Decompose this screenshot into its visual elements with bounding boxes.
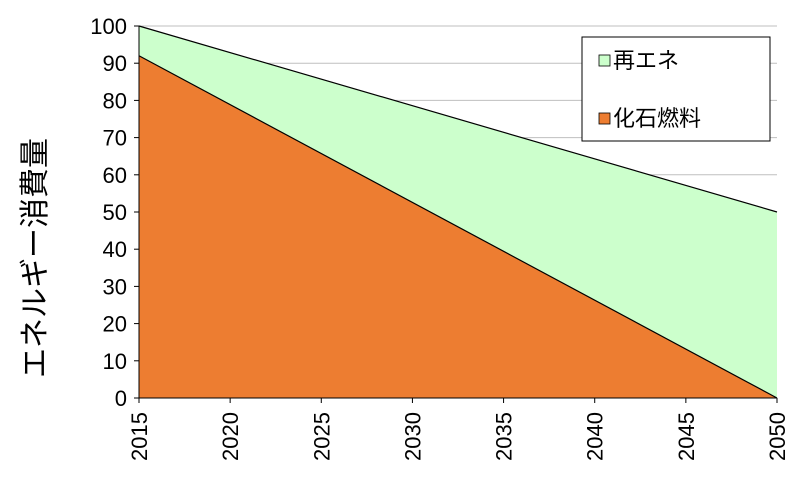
x-tick-label-2030: 2030: [400, 412, 425, 461]
x-tick-label-2025: 2025: [309, 412, 334, 461]
x-tick-label-2045: 2045: [674, 412, 699, 461]
y-tick-label-10: 10: [103, 349, 127, 374]
x-tick-label-2050: 2050: [765, 412, 790, 461]
area-renewable: [139, 26, 777, 398]
legend-label-renewable: 再エネ: [613, 49, 679, 74]
legend-swatch-fossil-fuel: [598, 112, 611, 125]
y-tick-label-70: 70: [103, 126, 127, 151]
legend: 再エネ 化石燃料: [581, 36, 771, 142]
x-tick-label-2040: 2040: [583, 412, 608, 461]
y-tick-label-90: 90: [103, 51, 127, 76]
legend-label-fossil-fuel: 化石燃料: [613, 107, 701, 132]
line-fossil-fuel: [138, 55, 778, 399]
y-tick-label-100: 100: [90, 14, 127, 39]
y-tick-label-30: 30: [103, 274, 127, 299]
y-tick-label-50: 50: [103, 200, 127, 225]
line-total: [138, 25, 778, 213]
x-tick-labels: 2015 2020 2025 2030 2035 2040 2045 2050: [127, 398, 790, 461]
y-tick-label-80: 80: [103, 88, 127, 113]
x-tick-label-2020: 2020: [218, 412, 243, 461]
x-tick-label-2035: 2035: [492, 412, 517, 461]
y-tick-labels: 0 10 20 30 40 50 60 70 80 90 100: [90, 14, 139, 411]
y-tick-label-0: 0: [115, 386, 127, 411]
area-series: [138, 25, 778, 399]
x-tick-label-2015: 2015: [127, 412, 152, 461]
y-tick-label-40: 40: [103, 237, 127, 262]
y-tick-label-60: 60: [103, 163, 127, 188]
legend-box: [581, 36, 771, 142]
y-axis-label: エネルギー消費量: [18, 138, 53, 378]
legend-swatch-renewable: [598, 54, 611, 67]
y-tick-label-20: 20: [103, 312, 127, 337]
